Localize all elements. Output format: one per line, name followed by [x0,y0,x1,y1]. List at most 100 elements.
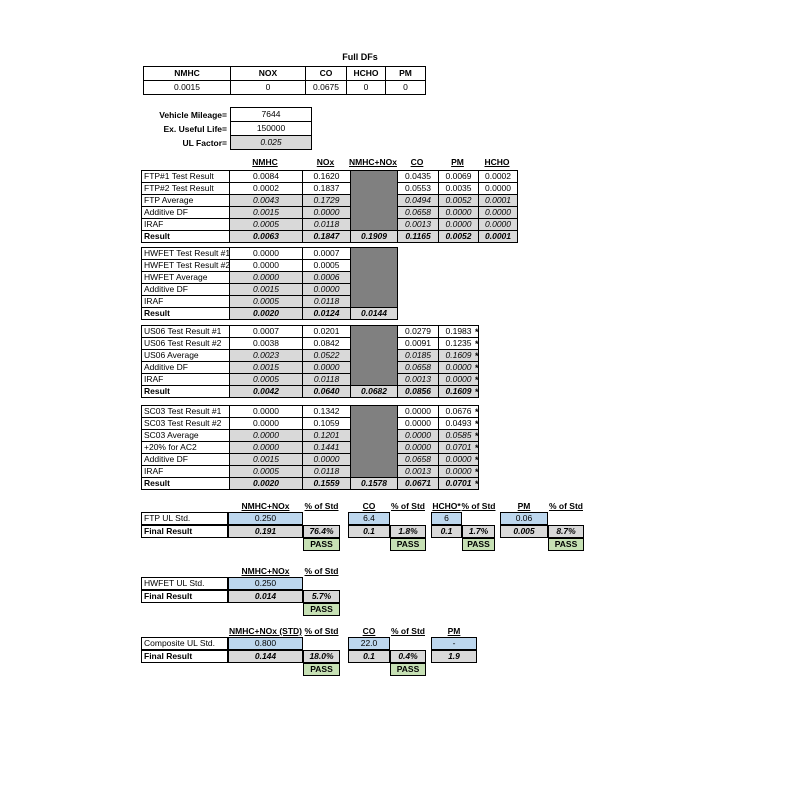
row-label: FTP UL Std. [141,512,228,525]
row-label: +20% for AC2 [142,442,229,453]
value-cell: 0.0005 [230,296,302,307]
row-label: US06 Average [142,350,229,361]
result-cell: 0.1559 [303,478,350,489]
row-label: US06 Test Result #1 [142,326,229,337]
value-cell: 0.0000 [303,207,350,218]
value-cell: 0.0005 [303,260,350,271]
final-result-cell: 0.1 [348,650,390,663]
result-cell: 0.0701 [439,478,478,489]
value-cell: 0.0005 [230,374,302,385]
value-cell: 0.0118 [303,466,350,477]
column-header-nox: NOx [316,157,335,167]
value-cell: 0.0676 [439,406,478,417]
column-header: % of Std [391,500,425,511]
column-header-co: CO [410,157,424,167]
value-cell: 0.0000 [479,183,517,194]
value-cell: 0.0091 [398,338,438,349]
row-label: Additive DF [142,454,229,465]
us06-footnote-markers: * * * * * * [475,326,485,398]
column-header: % of Std [304,500,339,511]
value-cell: 0.0038 [230,338,302,349]
row-label: Additive DF [142,284,229,295]
value-cell: 0.0015 [230,454,302,465]
footnote-asterisk: * [475,431,479,441]
sc03-footnote-markers: * * * * * * * [475,406,485,490]
sc03-results-table: SC03 Test Result #1 0.0000 0.1342 0.0000… [141,405,479,490]
value-cell: 0.0000 [230,406,302,417]
blocked-cell [351,326,397,385]
value-cell: 0.0000 [398,418,438,429]
pass-badge: PASS [303,603,340,616]
value-cell: 0.0013 [398,374,438,385]
result-row-label: Result [142,478,229,489]
final-result-cell: 1.9 [431,650,477,663]
value-cell: 0.0002 [230,183,302,194]
ftp-ul-std-table: NMHC+NOx % of Std CO % of Std HCHO* % of… [141,500,584,551]
result-cell: 0.0682 [351,386,397,397]
std-value-cell: 6.4 [348,512,390,525]
column-header-nmhc-nox: NMHC+NOx [349,157,397,167]
value-cell: 0.0185 [398,350,438,361]
column-header: % of Std [391,625,425,636]
value-cell: 0.0000 [230,248,302,259]
result-cell: 0.0124 [303,308,350,319]
final-result-cell: 0.1 [348,525,390,538]
value-cell: 0.0494 [398,195,438,206]
final-result-label: Final Result [141,650,228,663]
value-cell: 0.0005 [230,219,302,230]
footnote-asterisk: * [475,455,479,465]
column-header: CO [362,500,376,511]
value-cell: 0.0000 [479,207,517,218]
row-label: HWFET Average [142,272,229,283]
result-cell: 0.0144 [351,308,397,319]
vehicle-mileage-label: Vehicle Mileage= [159,110,227,120]
result-cell: 0.1609 [439,386,478,397]
footnote-asterisk: * [475,467,479,477]
column-header: HCHO* [432,500,461,511]
column-header: HCHO [347,67,385,80]
value-cell: 0.1837 [303,183,350,194]
value-cell: 0.1729 [303,195,350,206]
value-cell: 0.1201 [303,430,350,441]
value-cell: 0.0052 [439,195,478,206]
row-label: Additive DF [142,207,229,218]
value-cell: 0.1441 [303,442,350,453]
final-result-cell: 0.144 [228,650,303,663]
value-cell: 0.0118 [303,296,350,307]
full-dfs-table: NMHC NOX CO HCHO PM 0.0015 0 0.0675 0 0 [143,66,426,95]
blocked-cell [351,248,397,307]
value-cell: 0.1059 [303,418,350,429]
footnote-asterisk: * [475,339,479,349]
result-cell: 0.0020 [230,478,302,489]
value-cell: 0.0015 [144,81,230,94]
final-result-cell: 0.005 [500,525,548,538]
row-label: Additive DF [142,362,229,373]
value-cell: 0.0000 [230,272,302,283]
spacer [141,156,228,168]
value-cell: 0.1342 [303,406,350,417]
value-cell: 0.0015 [230,284,302,295]
column-header: % of Std [304,565,339,576]
ul-factor-label: UL Factor= [182,138,227,148]
value-cell: 0.0658 [398,207,438,218]
final-result-cell: 1.8% [390,525,426,538]
value-cell: 0.0842 [303,338,350,349]
footnote-asterisk: * [475,419,479,429]
pass-badge: PASS [548,538,584,551]
row-label: SC03 Test Result #1 [142,406,229,417]
std-value-cell: 0.250 [228,512,303,525]
blocked-cell [351,171,397,230]
footnote-asterisk: * [475,363,479,373]
value-cell: 0.0015 [230,207,302,218]
result-cell: 0.1578 [351,478,397,489]
value-cell: 0.0035 [439,183,478,194]
value-cell: 0.0000 [439,454,478,465]
result-cell: 0.0856 [398,386,438,397]
result-cell: 0.0042 [230,386,302,397]
result-row-label: Result [142,308,229,319]
result-row-label: Result [142,386,229,397]
vehicle-mileage-value: 7644 [231,108,311,121]
value-cell: 0.0118 [303,374,350,385]
final-result-label: Final Result [141,525,228,538]
column-header: NMHC+NOx [241,500,290,511]
